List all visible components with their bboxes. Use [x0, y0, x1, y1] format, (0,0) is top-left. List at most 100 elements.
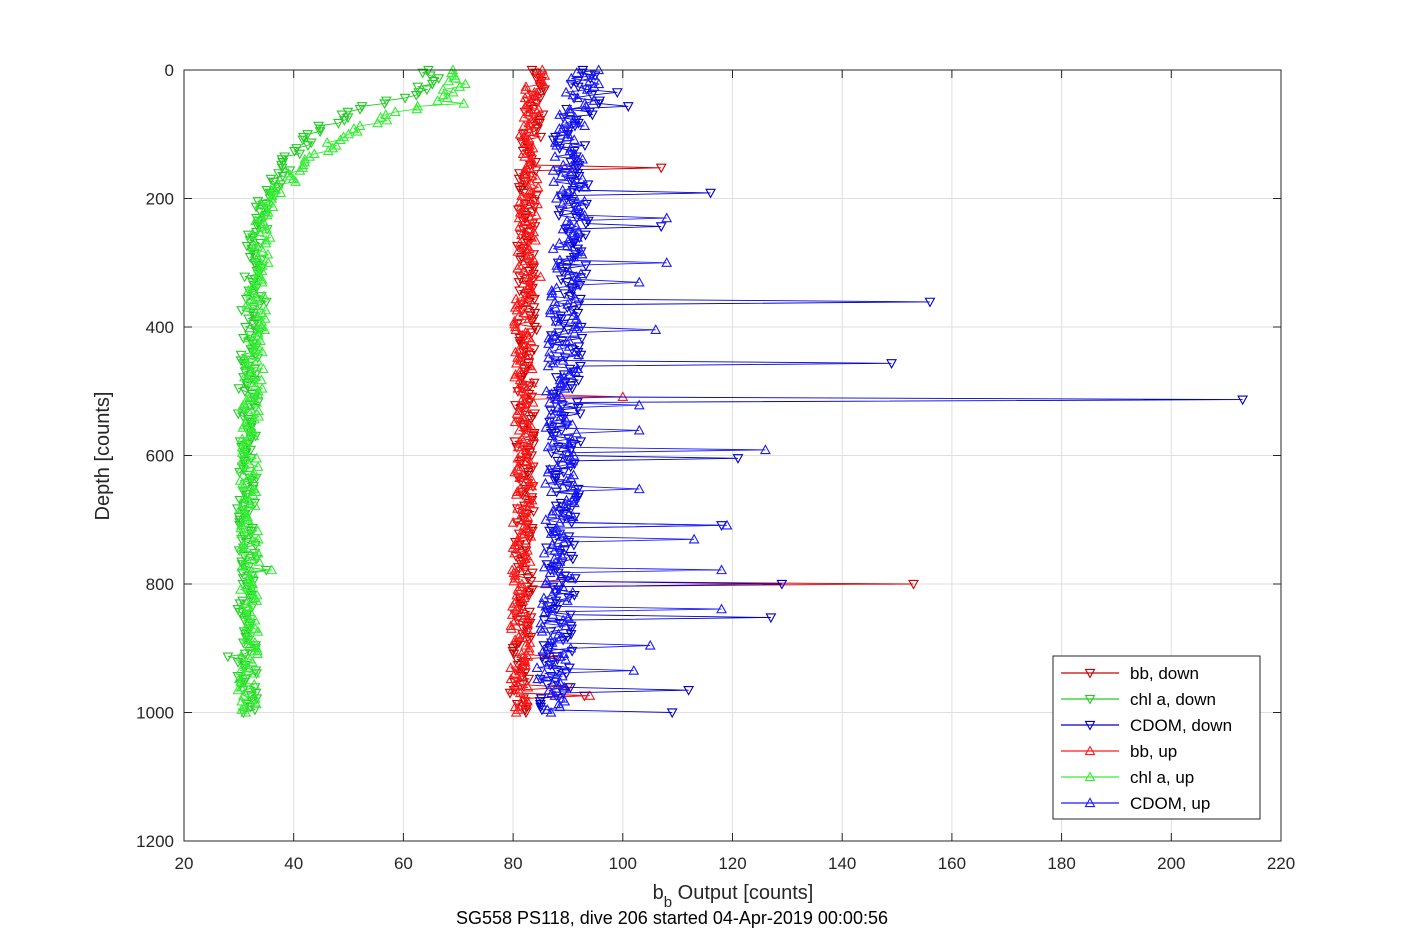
data-point — [557, 688, 569, 699]
data-point — [239, 387, 251, 397]
data-point — [525, 613, 537, 624]
data-point — [1084, 797, 1096, 808]
data-point — [241, 631, 252, 642]
data-point — [235, 676, 247, 686]
data-point — [248, 243, 260, 253]
data-point — [555, 170, 567, 181]
data-point — [447, 86, 459, 97]
data-point — [252, 648, 263, 658]
data-point — [519, 204, 531, 214]
data-point — [572, 92, 583, 103]
data-point — [512, 299, 523, 309]
data-point — [1084, 694, 1096, 705]
data-point — [569, 204, 581, 214]
data-point — [244, 458, 255, 469]
data-point — [521, 419, 533, 429]
x-tick-label: 140 — [828, 854, 856, 873]
data-point — [524, 145, 536, 156]
data-point — [542, 466, 554, 477]
data-point — [575, 437, 587, 448]
data-point — [520, 162, 532, 172]
y-tick-label: 1000 — [136, 704, 174, 723]
data-point — [241, 360, 253, 371]
data-point — [527, 268, 539, 279]
data-point — [520, 639, 531, 650]
data-point — [514, 237, 526, 248]
data-point — [236, 568, 248, 579]
data-point — [529, 95, 541, 105]
data-point — [249, 667, 261, 678]
data-point — [705, 188, 716, 199]
data-point — [537, 110, 549, 121]
data-point — [570, 279, 582, 290]
data-point — [579, 120, 591, 131]
y-tick-label: 800 — [146, 575, 174, 594]
data-point — [262, 257, 274, 267]
data-point — [541, 680, 553, 691]
data-point — [240, 558, 252, 569]
data-point — [252, 525, 264, 536]
data-point — [556, 577, 568, 587]
data-point — [546, 589, 558, 600]
data-point — [569, 574, 581, 585]
data-point — [245, 581, 256, 591]
data-point — [574, 280, 586, 291]
data-point — [513, 278, 525, 288]
y-tick-label: 1200 — [136, 832, 174, 851]
data-point — [546, 287, 558, 298]
data-point — [514, 128, 526, 139]
data-point — [237, 670, 249, 681]
data-point — [573, 349, 585, 360]
data-point — [544, 567, 556, 577]
data-point — [521, 388, 533, 399]
data-point — [513, 424, 525, 435]
data-point — [260, 304, 272, 315]
data-point — [505, 662, 517, 672]
data-point — [546, 388, 558, 399]
data-point — [255, 335, 266, 346]
data-point — [572, 318, 584, 329]
data-point — [533, 103, 545, 114]
data-point — [568, 491, 580, 502]
legend-label: bb, down — [1130, 664, 1199, 683]
data-point — [565, 79, 577, 90]
data-point — [579, 195, 590, 206]
data-point — [375, 111, 386, 122]
data-point — [553, 211, 565, 221]
data-point — [417, 68, 429, 79]
data-point — [266, 190, 278, 200]
data-point — [275, 187, 287, 198]
data-point — [644, 639, 656, 650]
data-point — [565, 445, 577, 456]
data-point — [579, 209, 591, 220]
data-point — [633, 399, 645, 410]
data-point — [551, 259, 563, 270]
data-point — [549, 470, 561, 481]
data-point — [554, 701, 566, 712]
data-point — [248, 430, 260, 441]
data-point — [554, 205, 566, 216]
data-point — [514, 220, 526, 231]
data-point — [239, 505, 251, 516]
data-point — [247, 687, 258, 698]
data-point — [582, 180, 594, 191]
data-point — [232, 684, 244, 695]
y-axis-title: Depth [counts] — [92, 392, 114, 521]
data-point — [259, 312, 271, 323]
data-point — [535, 271, 546, 281]
data-point — [520, 296, 532, 307]
data-point — [252, 385, 264, 396]
data-point — [538, 561, 550, 572]
data-point — [538, 78, 550, 89]
data-point — [540, 421, 552, 432]
data-point — [246, 377, 258, 388]
data-point — [550, 525, 562, 536]
data-series — [222, 64, 1249, 719]
data-point — [243, 301, 254, 312]
data-point — [248, 678, 260, 689]
data-point — [563, 340, 575, 351]
data-point — [519, 164, 531, 175]
data-point — [655, 163, 667, 174]
data-point — [576, 334, 588, 344]
y-tick-label: 400 — [146, 318, 174, 337]
